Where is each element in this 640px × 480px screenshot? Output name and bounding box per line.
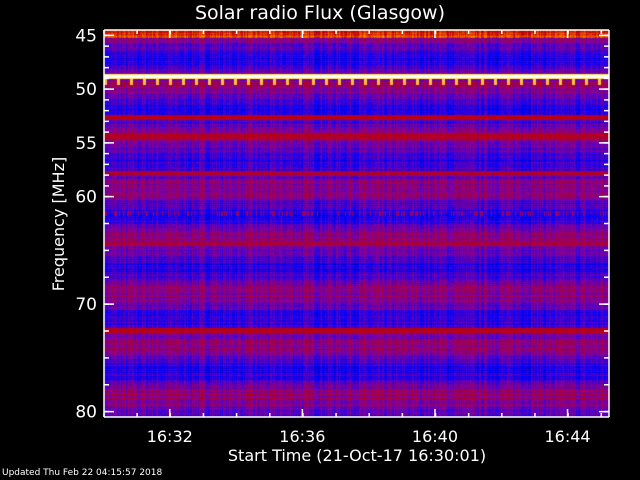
x-tick-label: 16:36	[279, 427, 325, 446]
spectrogram-heatmap	[104, 30, 609, 417]
x-tick-label: 16:32	[147, 427, 193, 446]
y-tick-label: 55	[75, 134, 97, 154]
chart-title: Solar radio Flux (Glasgow)	[194, 2, 446, 24]
updated-timestamp: Updated Thu Feb 22 04:15:57 2018	[2, 468, 163, 478]
y-tick-label: 50	[75, 80, 97, 100]
y-tick-label: 80	[75, 403, 97, 423]
y-axis-label: Frequency [MHz]	[49, 157, 68, 291]
x-tick-label: 16:44	[545, 427, 591, 446]
y-tick-label: 70	[75, 295, 97, 315]
y-tick-label: 45	[75, 26, 97, 46]
tick-marks	[103, 29, 610, 418]
x-tick-label: 16:40	[412, 427, 458, 446]
y-tick-label: 60	[75, 188, 97, 208]
x-axis-label: Start Time (21-Oct-17 16:30:01)	[228, 446, 486, 465]
